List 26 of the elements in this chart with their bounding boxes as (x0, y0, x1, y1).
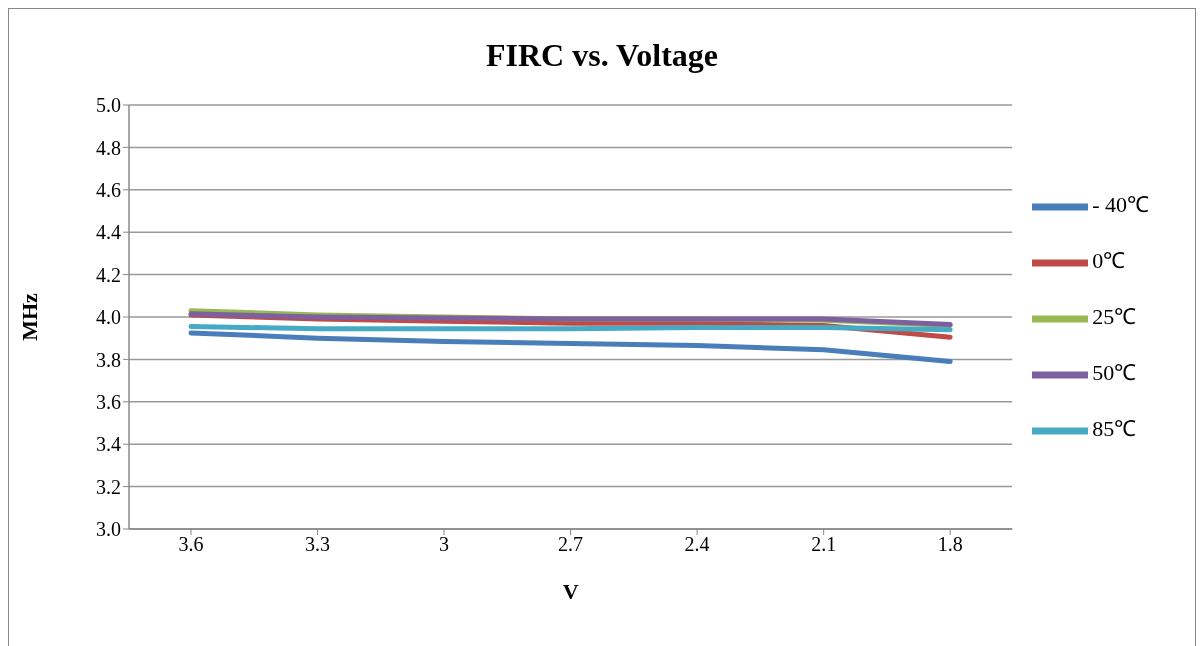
legend-label: 85℃ (1092, 416, 1137, 442)
y-axis-title: MHz (16, 292, 42, 341)
x-tick-label: 3 (439, 533, 450, 556)
legend-label: 25℃ (1092, 304, 1137, 330)
y-tick-label: 4.6 (96, 178, 121, 201)
x-tick-label: 2.4 (684, 533, 710, 556)
y-tick-label: 3.0 (96, 518, 121, 541)
x-tick-label: 2.1 (811, 533, 837, 556)
x-tick-label: 2.7 (558, 533, 584, 556)
y-tick-label: 3.6 (96, 390, 121, 413)
x-tick-label: 1.8 (937, 533, 963, 556)
y-tick-label: 3.8 (96, 348, 121, 371)
y-tick-label: 4.2 (96, 263, 121, 286)
y-tick-label: 5.0 (96, 94, 121, 117)
x-axis-title: V (562, 579, 579, 604)
x-tick-label: 3.3 (305, 533, 331, 556)
y-tick-label: 4.4 (96, 221, 121, 244)
legend-label: 0℃ (1092, 248, 1126, 274)
y-tick-label: 4.8 (96, 136, 121, 159)
y-tick-label: 3.4 (96, 433, 121, 456)
legend-label: - 40℃ (1092, 192, 1149, 218)
y-tick-label: 3.2 (96, 475, 121, 498)
legend-label: 50℃ (1092, 360, 1137, 386)
y-tick-label: 4.0 (96, 306, 121, 329)
chart-title: FIRC vs. Voltage (485, 37, 719, 74)
x-tick-label: 3.6 (178, 533, 204, 556)
